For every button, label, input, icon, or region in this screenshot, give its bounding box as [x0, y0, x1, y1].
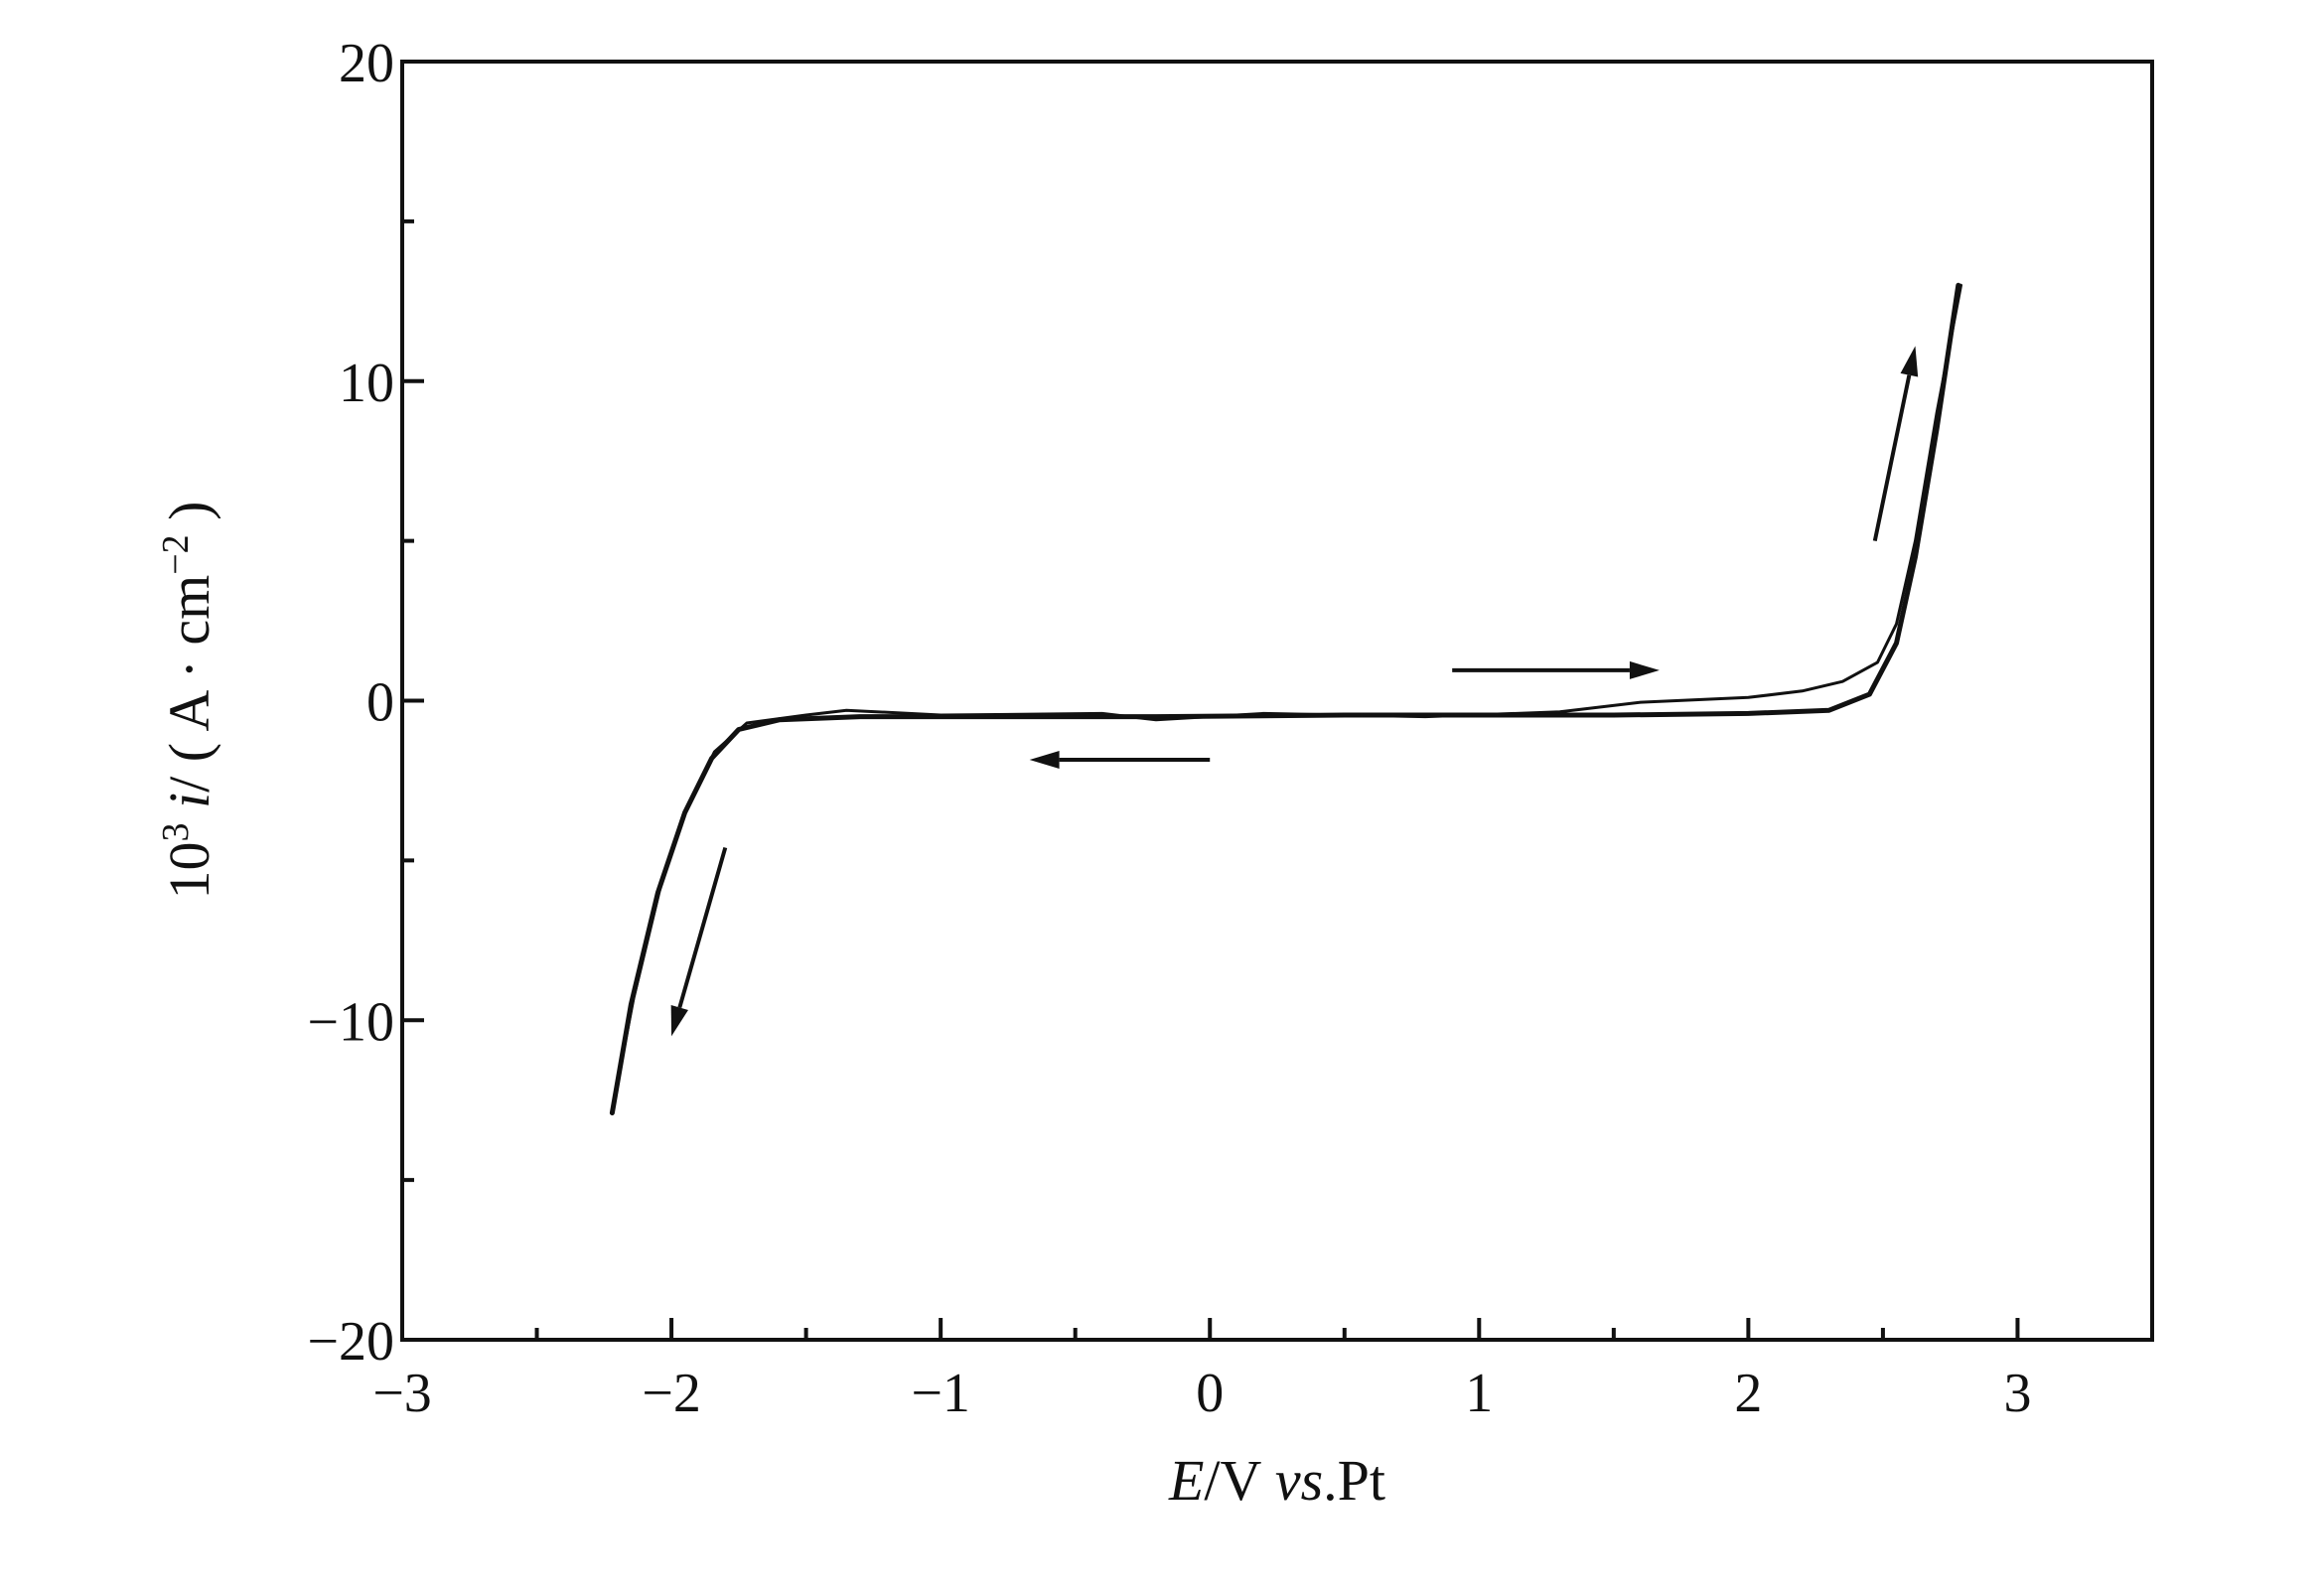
y-axis-label: 103 i/ ( A · cm−2 )	[155, 502, 221, 900]
arrow-shaft	[1872, 374, 1912, 542]
sweep-arrow-1	[670, 846, 728, 1037]
y-tick-labels: 20 10 0 −10 −20	[307, 33, 394, 1373]
sweep-arrow-4	[1872, 346, 1919, 542]
arrow-head	[670, 1005, 688, 1037]
sweep-arrows	[670, 346, 1919, 1037]
sweep-arrow-2	[1029, 751, 1211, 770]
series-group	[609, 282, 1962, 1116]
y-tick-label: −20	[307, 1311, 394, 1373]
y-tick-label: 20	[339, 33, 394, 94]
axis-ticks	[402, 218, 2020, 1340]
arrow-head	[1900, 346, 1919, 377]
x-tick-label: 3	[2003, 1363, 2031, 1424]
x-tick-label: 2	[1734, 1363, 1762, 1424]
x-tick-label: 1	[1465, 1363, 1493, 1424]
y-tick-label: 10	[339, 353, 394, 414]
arrow-head	[1629, 660, 1660, 679]
y-tick-label: 0	[366, 672, 394, 734]
sweep-arrow-3	[1452, 660, 1660, 679]
x-axis-label: E/V vs.Pt	[1168, 1448, 1385, 1513]
cv-curve-2	[610, 283, 1962, 1111]
arrow-shaft	[677, 846, 728, 1009]
cv-curve-1	[609, 282, 1961, 1116]
x-tick-label: −2	[642, 1363, 701, 1424]
x-tick-label: −3	[372, 1363, 432, 1424]
y-tick-label: −10	[307, 991, 394, 1053]
x-tick-labels: −3 −2 −1 0 1 2 3	[372, 1363, 2031, 1424]
arrow-head	[1029, 751, 1060, 770]
x-tick-label: −1	[911, 1363, 970, 1424]
x-tick-label: 0	[1196, 1363, 1224, 1424]
plot-frame	[400, 60, 2154, 1342]
